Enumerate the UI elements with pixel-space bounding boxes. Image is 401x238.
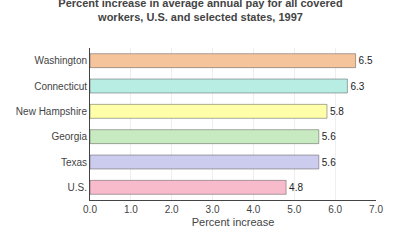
svg-text:Connecticut: Connecticut [34,81,87,92]
svg-text:Georgia: Georgia [51,131,87,142]
svg-text:U.S.: U.S. [68,182,87,193]
svg-text:New Hampshire: New Hampshire [16,106,88,117]
svg-text:Percent increase: Percent increase [192,216,275,228]
svg-text:Washington: Washington [35,55,87,66]
svg-text:4.0: 4.0 [246,204,260,215]
svg-text:6.0: 6.0 [328,204,342,215]
svg-text:7.0: 7.0 [369,204,383,215]
svg-text:6.3: 6.3 [350,81,364,92]
svg-text:1.0: 1.0 [124,204,138,215]
svg-text:5.6: 5.6 [322,157,336,168]
svg-text:0.0: 0.0 [83,204,97,215]
svg-text:3.0: 3.0 [206,204,220,215]
svg-text:4.8: 4.8 [289,182,303,193]
svg-text:5.0: 5.0 [287,204,301,215]
svg-text:6.5: 6.5 [359,55,373,66]
svg-text:2.0: 2.0 [165,204,179,215]
svg-text:5.8: 5.8 [330,106,344,117]
svg-text:Percent increase in average an: Percent increase in average annual pay f… [58,0,342,23]
svg-text:Texas: Texas [61,157,87,168]
svg-text:5.6: 5.6 [322,131,336,142]
